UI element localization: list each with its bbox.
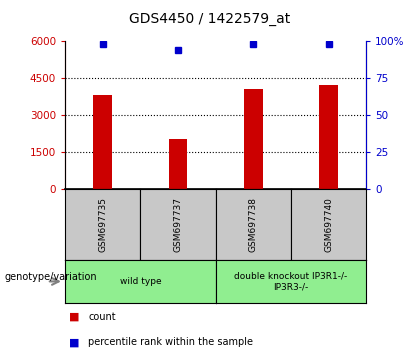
Text: GSM697738: GSM697738 — [249, 197, 258, 252]
Text: ■: ■ — [69, 312, 80, 322]
Text: GSM697735: GSM697735 — [98, 197, 107, 252]
Text: double knockout IP3R1-/-
IP3R3-/-: double knockout IP3R1-/- IP3R3-/- — [234, 272, 348, 291]
Bar — [168, 138, 187, 189]
Text: count: count — [88, 312, 116, 322]
Text: GSM697737: GSM697737 — [173, 197, 183, 252]
Text: percentile rank within the sample: percentile rank within the sample — [88, 337, 253, 347]
Text: wild type: wild type — [120, 277, 161, 286]
Text: GDS4450 / 1422579_at: GDS4450 / 1422579_at — [129, 12, 291, 27]
Bar — [93, 95, 112, 189]
Bar — [244, 89, 263, 189]
Text: genotype/variation: genotype/variation — [4, 272, 97, 282]
Text: ■: ■ — [69, 337, 80, 347]
Bar — [319, 85, 338, 189]
Text: GSM697740: GSM697740 — [324, 197, 333, 252]
